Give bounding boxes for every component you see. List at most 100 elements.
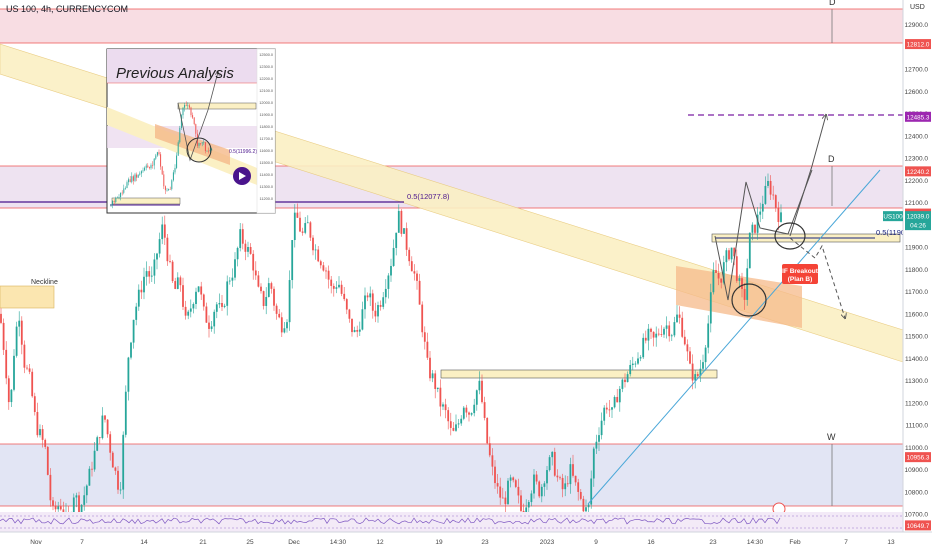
candle-body [135, 306, 138, 320]
candle-body [39, 429, 41, 436]
inset-candle-body [140, 171, 142, 174]
inset-play-glyph [239, 172, 246, 180]
candle-body [273, 288, 275, 306]
candle-body [208, 322, 210, 329]
inset-candle-body [172, 172, 174, 181]
candle-body [231, 277, 234, 281]
candle-body [54, 505, 57, 510]
candle-body [668, 325, 671, 337]
candle-body [592, 448, 595, 479]
price-tick-label: 10900.0 [905, 467, 929, 474]
candle-body [111, 452, 114, 468]
price-badge [905, 452, 931, 463]
candle-body [548, 457, 551, 471]
candle-body [595, 441, 598, 449]
previous-analysis-inset[interactable]: 0.5(11996.2) Previous Analysis 12500.012… [106, 48, 276, 214]
candle-body [683, 336, 686, 345]
candle-body [156, 253, 158, 260]
candle-body [717, 272, 720, 279]
candle-body [306, 222, 309, 224]
candle-body [421, 304, 424, 333]
candle-body [106, 419, 109, 435]
candle-body [696, 374, 699, 376]
candle-body [179, 277, 182, 286]
candle-body [293, 212, 296, 241]
candle-body [158, 239, 161, 254]
inset-tick-label: 11700.0 [260, 137, 273, 141]
candle-body [361, 309, 364, 330]
candle-body [686, 344, 689, 352]
candle-body [728, 250, 730, 260]
candle-body [20, 320, 23, 345]
candle-body [772, 194, 775, 196]
inset-candle-body [126, 182, 128, 189]
time-tick-label: 12 [376, 539, 384, 546]
candle-body [540, 486, 543, 497]
candle-body [392, 247, 395, 266]
price-badge-label: 12039.0 [907, 214, 930, 221]
candle-body [657, 333, 660, 335]
inset-candle-body [136, 174, 138, 178]
candle-body [488, 443, 491, 456]
candle-body [85, 485, 88, 496]
inset-candle-body [144, 167, 146, 171]
candle-body [223, 305, 226, 307]
candle-body [182, 285, 184, 307]
inset-candle-body [171, 180, 173, 190]
price-tick-label: 12600.0 [905, 89, 929, 96]
candle-body [629, 364, 632, 375]
candle-body [161, 224, 164, 240]
inset-candle-body [155, 155, 157, 159]
candle-body [774, 195, 777, 208]
inset-candle-body [168, 189, 170, 190]
candle-body [598, 435, 600, 442]
candle-body [462, 407, 465, 419]
candle-body [377, 305, 379, 317]
plan-b-line2: (Plan B) [788, 276, 813, 283]
inset-fib-label: 0.5(11996.2) [229, 149, 257, 155]
inset-candle-body [206, 150, 208, 152]
candle-body [127, 357, 130, 392]
candle-body [564, 483, 567, 490]
candle-body [153, 259, 156, 276]
candle-body [215, 304, 218, 312]
inset-candle-body [123, 188, 125, 193]
candle-body [491, 455, 494, 467]
candle-body [436, 387, 439, 389]
candle-body [93, 450, 96, 470]
time-axis [0, 532, 932, 550]
candle-body [694, 374, 697, 381]
candle-body [748, 232, 751, 269]
candle-body [551, 451, 554, 458]
inset-candle-body [169, 189, 171, 190]
price-badge [905, 39, 931, 50]
candle-body [429, 357, 431, 379]
time-tick-label: 14 [140, 539, 148, 546]
candle-body [618, 388, 621, 403]
candle-body [59, 506, 62, 510]
candle-body [543, 483, 546, 487]
candle-body [616, 396, 619, 403]
inset-candle-body [128, 179, 130, 183]
candle-body [553, 451, 556, 476]
price-tick-label: 11800.0 [905, 267, 928, 274]
candle-body [26, 367, 28, 369]
candle-body [304, 223, 307, 233]
candle-body [689, 351, 691, 364]
candle-body [704, 347, 707, 363]
candle-body [72, 497, 75, 515]
candle-body [465, 407, 468, 413]
support-box-mid [440, 369, 718, 379]
circle-marker-left [731, 283, 767, 317]
price-tick-label: 11700.0 [905, 289, 928, 296]
price-tick-label: 11000.0 [905, 445, 928, 452]
candle-body [241, 229, 244, 244]
candle-body [239, 229, 242, 248]
candle-body [509, 477, 512, 481]
inset-projection [177, 72, 218, 162]
candle-body [28, 368, 31, 372]
candle-body [278, 313, 281, 318]
candle-body [13, 355, 15, 390]
candle-body [527, 502, 530, 508]
